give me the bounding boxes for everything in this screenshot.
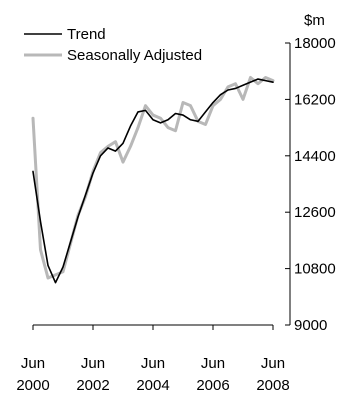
- y-tick-label: 12600: [294, 204, 336, 221]
- y-tick-label: 9000: [294, 317, 327, 334]
- y-tick-label: 10800: [294, 261, 336, 278]
- x-tick-label-year: 2000: [16, 377, 49, 394]
- x-tick-label-month: Jun: [261, 355, 285, 372]
- x-tick-label-year: 2002: [76, 377, 109, 394]
- x-tick-label-month: Jun: [141, 355, 165, 372]
- legend: Trend Seasonally Adjusted: [24, 26, 202, 64]
- y-tick-label: 18000: [294, 35, 336, 52]
- x-tick-label-year: 2008: [256, 377, 289, 394]
- y-tick-label: 14400: [294, 148, 336, 165]
- legend-label-seasonally-adjusted: Seasonally Adjusted: [67, 47, 202, 64]
- series-line-trend: [32, 78, 274, 284]
- y-unit-label: $m: [304, 12, 325, 29]
- y-axis-ticks: 9000 10800 12600 14400 16200 18000: [285, 35, 336, 334]
- x-tick-label-year: 2006: [196, 377, 229, 394]
- x-tick-label-month: Jun: [21, 355, 45, 372]
- legend-label-trend: Trend: [67, 26, 106, 43]
- x-tick-label-month: Jun: [81, 355, 105, 372]
- y-tick-label: 16200: [294, 91, 336, 108]
- x-tick-label-month: Jun: [201, 355, 225, 372]
- series-layer: [31, 75, 275, 284]
- x-tick-label-year: 2004: [136, 377, 169, 394]
- x-axis-ticks: Jun 2000 Jun 2002 Jun 2004 Jun 2006 Jun 2008: [16, 325, 290, 394]
